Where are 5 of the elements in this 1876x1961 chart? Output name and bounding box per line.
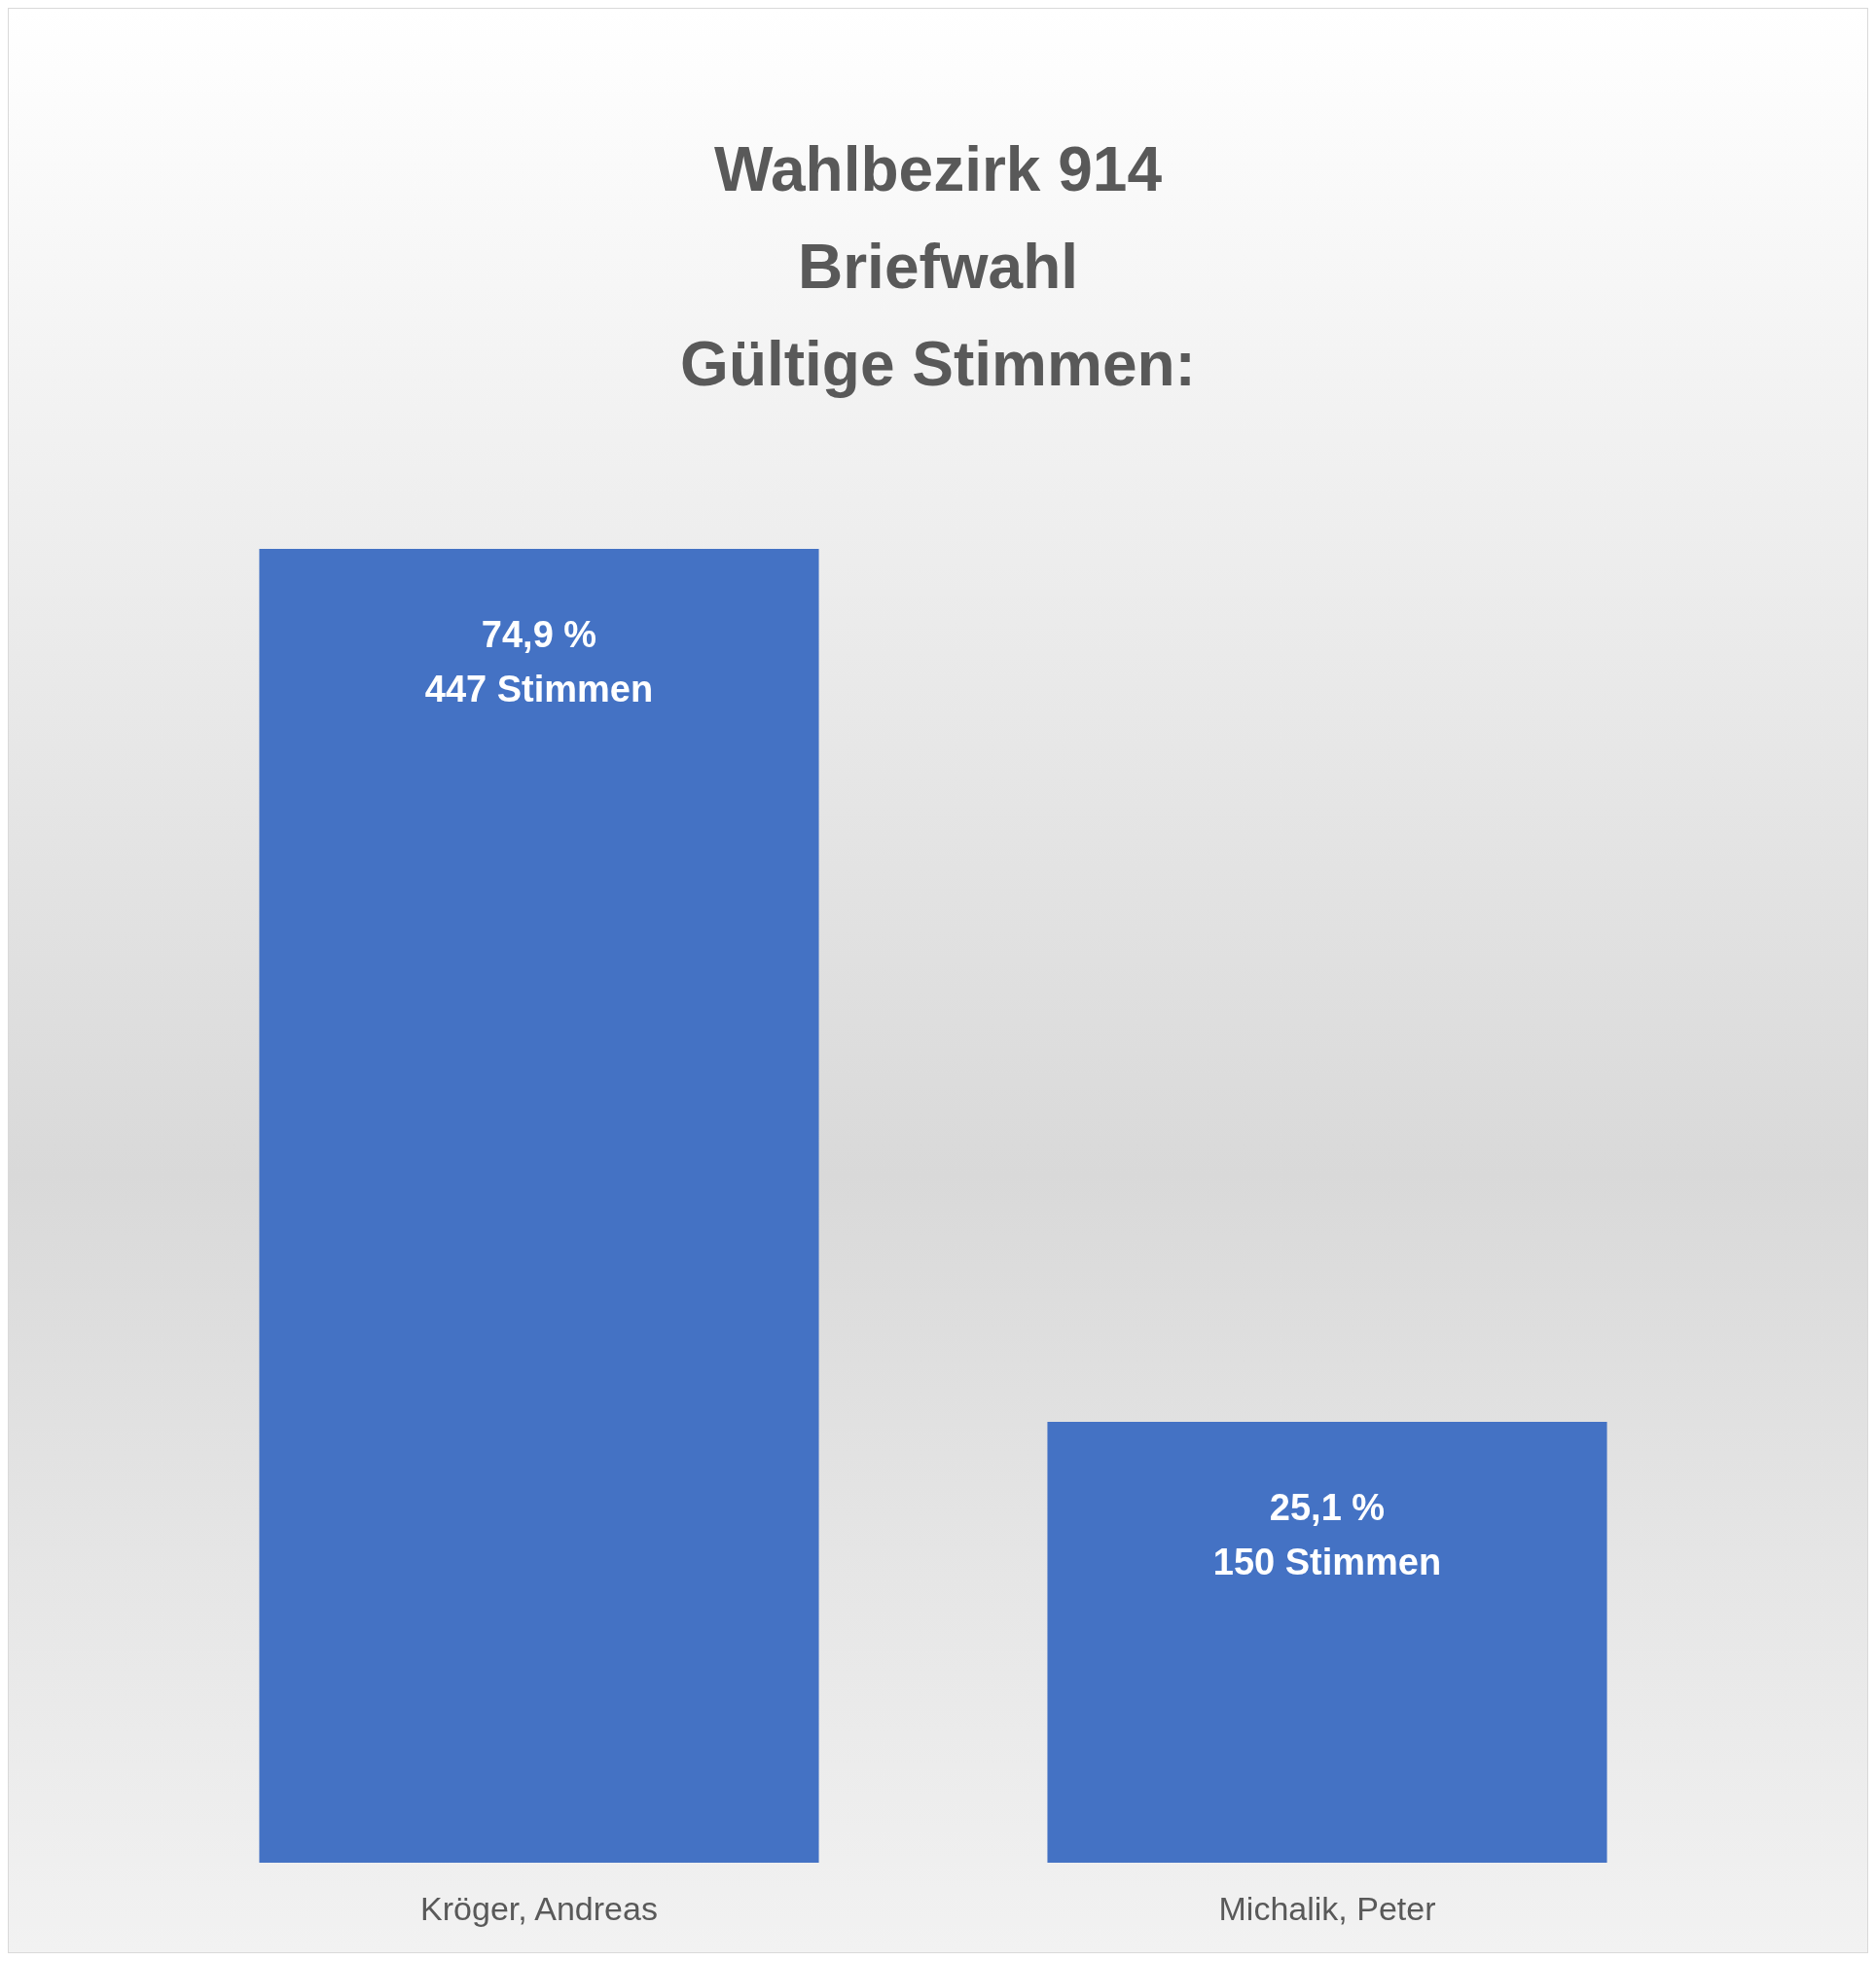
data-label: 25,1 % 150 Stimmen: [1212, 1486, 1442, 1582]
x-tick-label: Michalik, Peter: [1218, 1890, 1436, 1927]
data-label: 74,9 % 447 Stimmen: [424, 614, 654, 709]
x-tick-label: Kröger, Andreas: [420, 1890, 658, 1927]
chart-title: Wahlbezirk 914 Briefwahl Gültige Stimmen:: [680, 134, 1196, 399]
